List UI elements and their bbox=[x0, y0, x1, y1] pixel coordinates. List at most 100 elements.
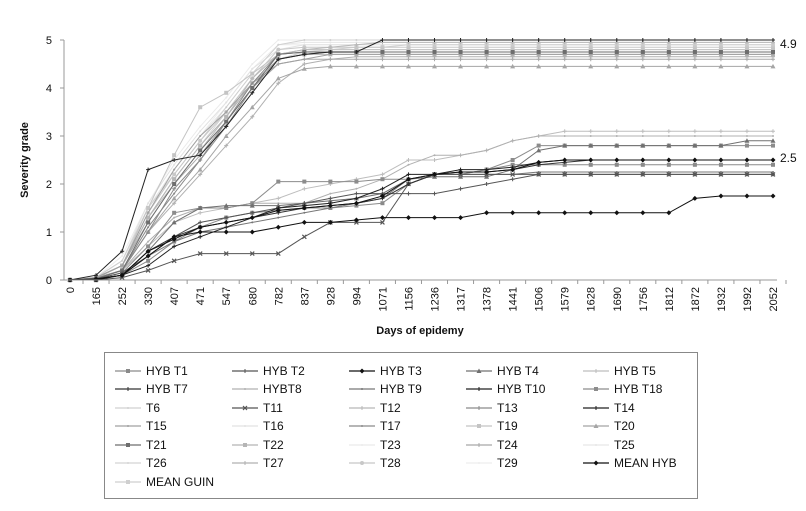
data-point-t14 bbox=[354, 50, 359, 54]
legend-swatch bbox=[466, 405, 492, 410]
legend-item-hyb-t10: HYB T10 bbox=[466, 380, 545, 399]
legend-swatch bbox=[115, 406, 141, 409]
data-point-hyb-t18 bbox=[771, 143, 775, 148]
data-point-hybt8 bbox=[355, 187, 358, 190]
data-point-mean-hyb bbox=[145, 248, 151, 254]
data-point-hyb-t10 bbox=[146, 263, 151, 268]
data-point-t21 bbox=[640, 50, 645, 54]
data-point-t11 bbox=[275, 251, 281, 257]
legend-swatch bbox=[232, 461, 258, 465]
data-point-hyb-t2 bbox=[354, 191, 359, 196]
y-tick-label: 0 bbox=[46, 275, 52, 287]
legend-marker bbox=[594, 387, 598, 391]
data-point-t11 bbox=[380, 219, 385, 225]
legend-swatch bbox=[115, 442, 141, 447]
data-point-hyb-t3 bbox=[640, 210, 646, 216]
legend-swatch bbox=[232, 388, 258, 390]
legend-item-t16: T16 bbox=[232, 417, 284, 436]
legend-label: T29 bbox=[497, 456, 518, 470]
legend-item-hyb-t3: HYB T3 bbox=[349, 361, 422, 380]
data-point-mean-hyb bbox=[718, 157, 724, 163]
data-point-hyb-t3 bbox=[536, 210, 542, 216]
y-tick-label: 3 bbox=[46, 131, 52, 143]
data-point-t21 bbox=[380, 50, 385, 54]
data-point-t19 bbox=[172, 153, 177, 158]
legend-item-t20: T20 bbox=[583, 417, 635, 436]
data-point-hyb-t3 bbox=[718, 193, 724, 199]
y-tick-label: 4 bbox=[46, 83, 52, 95]
data-point-hyb-t4 bbox=[536, 147, 542, 153]
data-point-hybt8 bbox=[563, 135, 566, 137]
legend-marker bbox=[595, 443, 597, 446]
data-point-t20 bbox=[223, 133, 229, 138]
data-point-hyb-t4 bbox=[718, 143, 724, 148]
series-line-hyb-t2 bbox=[69, 173, 773, 281]
data-point-t19 bbox=[224, 90, 229, 95]
legend-marker bbox=[244, 425, 246, 427]
data-point-t24 bbox=[718, 57, 723, 62]
legend-marker bbox=[359, 368, 365, 373]
x-tick-label: 1156 bbox=[403, 287, 415, 311]
data-point-t21 bbox=[744, 50, 749, 54]
legend-marker bbox=[243, 461, 247, 465]
data-point-t20 bbox=[379, 63, 385, 69]
legend-marker bbox=[476, 368, 482, 373]
data-point-t24 bbox=[536, 57, 541, 62]
legend-label: T11 bbox=[263, 400, 283, 415]
data-point-hyb-t5 bbox=[302, 186, 307, 191]
data-point-hyb-t18 bbox=[224, 206, 229, 210]
data-point-t20 bbox=[640, 63, 646, 69]
legend-swatch bbox=[232, 442, 258, 447]
data-point-t25 bbox=[303, 41, 306, 44]
data-point-mean-hyb bbox=[119, 272, 125, 278]
data-point-t20 bbox=[562, 63, 568, 69]
data-point-t21 bbox=[588, 50, 593, 54]
x-tick-label: 928 bbox=[325, 287, 337, 305]
data-point-t21 bbox=[614, 50, 619, 54]
data-point-t15 bbox=[303, 58, 306, 61]
data-point-t14 bbox=[771, 38, 775, 42]
legend-swatch bbox=[583, 443, 609, 446]
data-point-mean-guin bbox=[562, 42, 567, 47]
data-point-t21 bbox=[432, 50, 437, 54]
data-point-t11 bbox=[718, 171, 724, 177]
data-point-t24 bbox=[328, 57, 333, 62]
data-point-hyb-t4 bbox=[614, 143, 620, 148]
x-tick-label: 1236 bbox=[430, 287, 442, 311]
data-point-t19 bbox=[458, 47, 463, 52]
data-point-t19 bbox=[640, 47, 645, 52]
legend-swatch bbox=[349, 405, 375, 410]
legend-label: HYB T9 bbox=[380, 382, 422, 396]
data-point-hyb-t3 bbox=[744, 193, 750, 199]
data-point-t14 bbox=[718, 38, 723, 42]
data-point-t20 bbox=[197, 167, 203, 172]
data-point-t17 bbox=[147, 226, 150, 229]
data-point-hyb-t3 bbox=[301, 219, 307, 225]
data-point-mean-guin bbox=[692, 42, 697, 47]
legend-marker bbox=[127, 462, 129, 464]
data-point-t24 bbox=[354, 57, 359, 62]
data-point-t14 bbox=[510, 38, 515, 42]
legend-item-hyb-t4: HYB T4 bbox=[466, 361, 539, 380]
data-point-t14 bbox=[328, 50, 333, 54]
series-line-t12 bbox=[69, 41, 773, 281]
data-point-t13 bbox=[146, 230, 151, 234]
data-point-hyb-t5 bbox=[692, 129, 697, 134]
data-point-hyb-t10 bbox=[172, 244, 177, 249]
data-point-mean-guin bbox=[484, 42, 489, 47]
data-point-t20 bbox=[171, 195, 177, 201]
legend-label: T25 bbox=[614, 437, 635, 452]
data-point-hyb-t9 bbox=[277, 216, 280, 219]
data-point-hyb-t2 bbox=[328, 196, 333, 201]
data-point-mean-hyb bbox=[640, 157, 646, 163]
data-point-t19 bbox=[771, 47, 775, 52]
data-point-t11 bbox=[614, 171, 620, 177]
series-line-t25 bbox=[69, 41, 773, 281]
data-point-mean-hyb bbox=[405, 176, 411, 182]
data-point-hybt8 bbox=[745, 135, 748, 137]
data-point-t14 bbox=[536, 38, 541, 42]
data-point-hyb-t4 bbox=[275, 203, 281, 208]
x-tick-label: 1071 bbox=[377, 287, 389, 311]
data-point-t27 bbox=[172, 201, 177, 206]
data-point-mean-hyb bbox=[536, 159, 542, 165]
